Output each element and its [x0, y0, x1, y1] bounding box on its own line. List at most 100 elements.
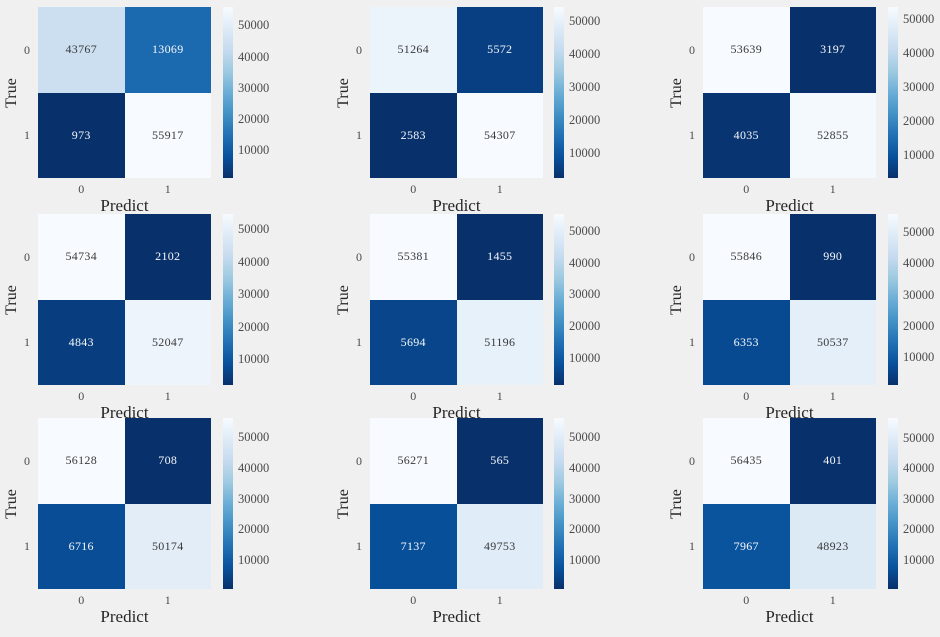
heatmap-cell: 50174	[124, 503, 211, 589]
heatmap-cell: 4843	[38, 299, 125, 385]
x-tick-label: 0	[743, 593, 750, 607]
y-tick-label: 0	[24, 42, 30, 57]
colorbar-tick-label: 20000	[569, 522, 601, 537]
colorbar-tick-label: 10000	[569, 553, 601, 568]
x-tick-label: 0	[743, 389, 750, 403]
heatmap-cell: 52047	[124, 299, 211, 385]
colorbar	[888, 214, 898, 385]
x-tick-label: 1	[829, 593, 836, 607]
colorbar-tick-label: 50000	[903, 12, 935, 27]
x-tick-label: 1	[496, 593, 503, 607]
colorbar-tick-label: 20000	[238, 319, 270, 334]
colorbar	[554, 7, 564, 178]
y-tick-label: 0	[356, 42, 362, 57]
y-tick-label: 1	[689, 128, 695, 143]
heatmap-cell: 56271	[370, 418, 457, 504]
y-axis-label: True	[3, 77, 20, 108]
heatmap: 54734 2102 4843 52047	[38, 214, 211, 385]
colorbar	[888, 7, 898, 178]
heatmap-cell: 2102	[124, 214, 211, 300]
y-tick-label: 1	[24, 539, 30, 554]
y-tick-label: 0	[356, 453, 362, 468]
y-tick-label: 0	[689, 453, 695, 468]
heatmap-cell: 2583	[370, 92, 457, 178]
colorbar-tick-label: 40000	[903, 46, 935, 61]
colorbar-tick-label: 40000	[569, 255, 601, 270]
colorbar-tick-label: 50000	[238, 18, 270, 33]
colorbar-tick-label: 50000	[569, 430, 601, 445]
colorbar-tick-label: 50000	[238, 429, 270, 444]
y-axis-label: True	[668, 284, 685, 315]
y-tick-label: 1	[689, 335, 695, 350]
colorbar	[554, 214, 564, 385]
colorbar	[223, 214, 233, 385]
colorbar-tick-label: 30000	[569, 80, 601, 95]
colorbar	[888, 418, 898, 589]
y-tick-label: 0	[356, 249, 362, 264]
colorbar-tick-label: 10000	[569, 146, 601, 161]
y-axis-label: True	[3, 284, 20, 315]
heatmap-cell: 973	[38, 92, 125, 178]
x-axis-label: Predict	[765, 196, 814, 215]
colorbar-tick-label: 40000	[903, 461, 935, 476]
heatmap-cell: 5572	[456, 7, 543, 93]
heatmap-cell: 54307	[456, 92, 543, 178]
x-tick-label: 0	[78, 389, 85, 403]
heatmap-cell: 51264	[370, 7, 457, 93]
colorbar-tick-label: 50000	[569, 224, 601, 239]
y-axis-label: True	[668, 488, 685, 519]
heatmap-cell: 43767	[38, 7, 125, 93]
colorbar-tick-label: 40000	[903, 256, 935, 271]
heatmap-cell: 565	[456, 418, 543, 504]
heatmap-cell: 50537	[789, 299, 876, 385]
colorbar-tick-label: 20000	[903, 522, 935, 537]
heatmap-cell: 56435	[703, 418, 790, 504]
y-tick-label: 1	[356, 128, 362, 143]
heatmap-cell: 5694	[370, 299, 457, 385]
colorbar-tick-label: 50000	[569, 14, 601, 29]
x-axis-label: Predict	[765, 607, 814, 626]
x-tick-label: 0	[410, 593, 417, 607]
y-tick-label: 0	[24, 453, 30, 468]
y-tick-label: 0	[689, 42, 695, 57]
heatmap-cell: 6716	[38, 503, 125, 589]
x-tick-label: 0	[410, 389, 417, 403]
colorbar	[223, 418, 233, 589]
heatmap: 56128 708 6716 50174	[38, 418, 211, 589]
x-tick-label: 1	[164, 389, 171, 403]
heatmap: 55846 990 6353 50537	[703, 214, 876, 385]
heatmap-cell: 55917	[124, 92, 211, 178]
colorbar-tick-label: 10000	[238, 352, 270, 367]
x-tick-label: 1	[164, 182, 171, 196]
x-axis-label: Predict	[432, 403, 481, 422]
colorbar-tick-label: 20000	[569, 319, 601, 334]
y-tick-label: 0	[689, 249, 695, 264]
colorbar-tick-label: 40000	[569, 460, 601, 475]
x-tick-label: 0	[78, 182, 85, 196]
y-axis-label: True	[668, 77, 685, 108]
x-axis-label: Predict	[432, 196, 481, 215]
x-tick-label: 1	[829, 389, 836, 403]
heatmap-cell: 1455	[456, 214, 543, 300]
x-tick-label: 0	[743, 182, 750, 196]
y-axis-label: True	[3, 488, 20, 519]
colorbar	[223, 7, 233, 178]
heatmap: 51264 5572 2583 54307	[370, 7, 543, 178]
heatmap: 55381 1455 5694 51196	[370, 214, 543, 385]
colorbar-tick-label: 30000	[569, 491, 601, 506]
y-tick-label: 1	[356, 539, 362, 554]
colorbar-tick-label: 20000	[903, 114, 935, 129]
colorbar-tick-label: 30000	[903, 287, 935, 302]
colorbar-tick-label: 10000	[903, 147, 935, 162]
heatmap-cell: 990	[789, 214, 876, 300]
heatmap-cell: 708	[124, 418, 211, 504]
colorbar-tick-label: 30000	[903, 491, 935, 506]
x-tick-label: 1	[496, 182, 503, 196]
heatmap: 56271 565 7137 49753	[370, 418, 543, 589]
heatmap-cell: 4035	[703, 92, 790, 178]
heatmap-cell: 56128	[38, 418, 125, 504]
heatmap-cell: 401	[789, 418, 876, 504]
colorbar-tick-label: 40000	[569, 47, 601, 62]
colorbar-tick-label: 40000	[238, 460, 270, 475]
heatmap-cell: 53639	[703, 7, 790, 93]
